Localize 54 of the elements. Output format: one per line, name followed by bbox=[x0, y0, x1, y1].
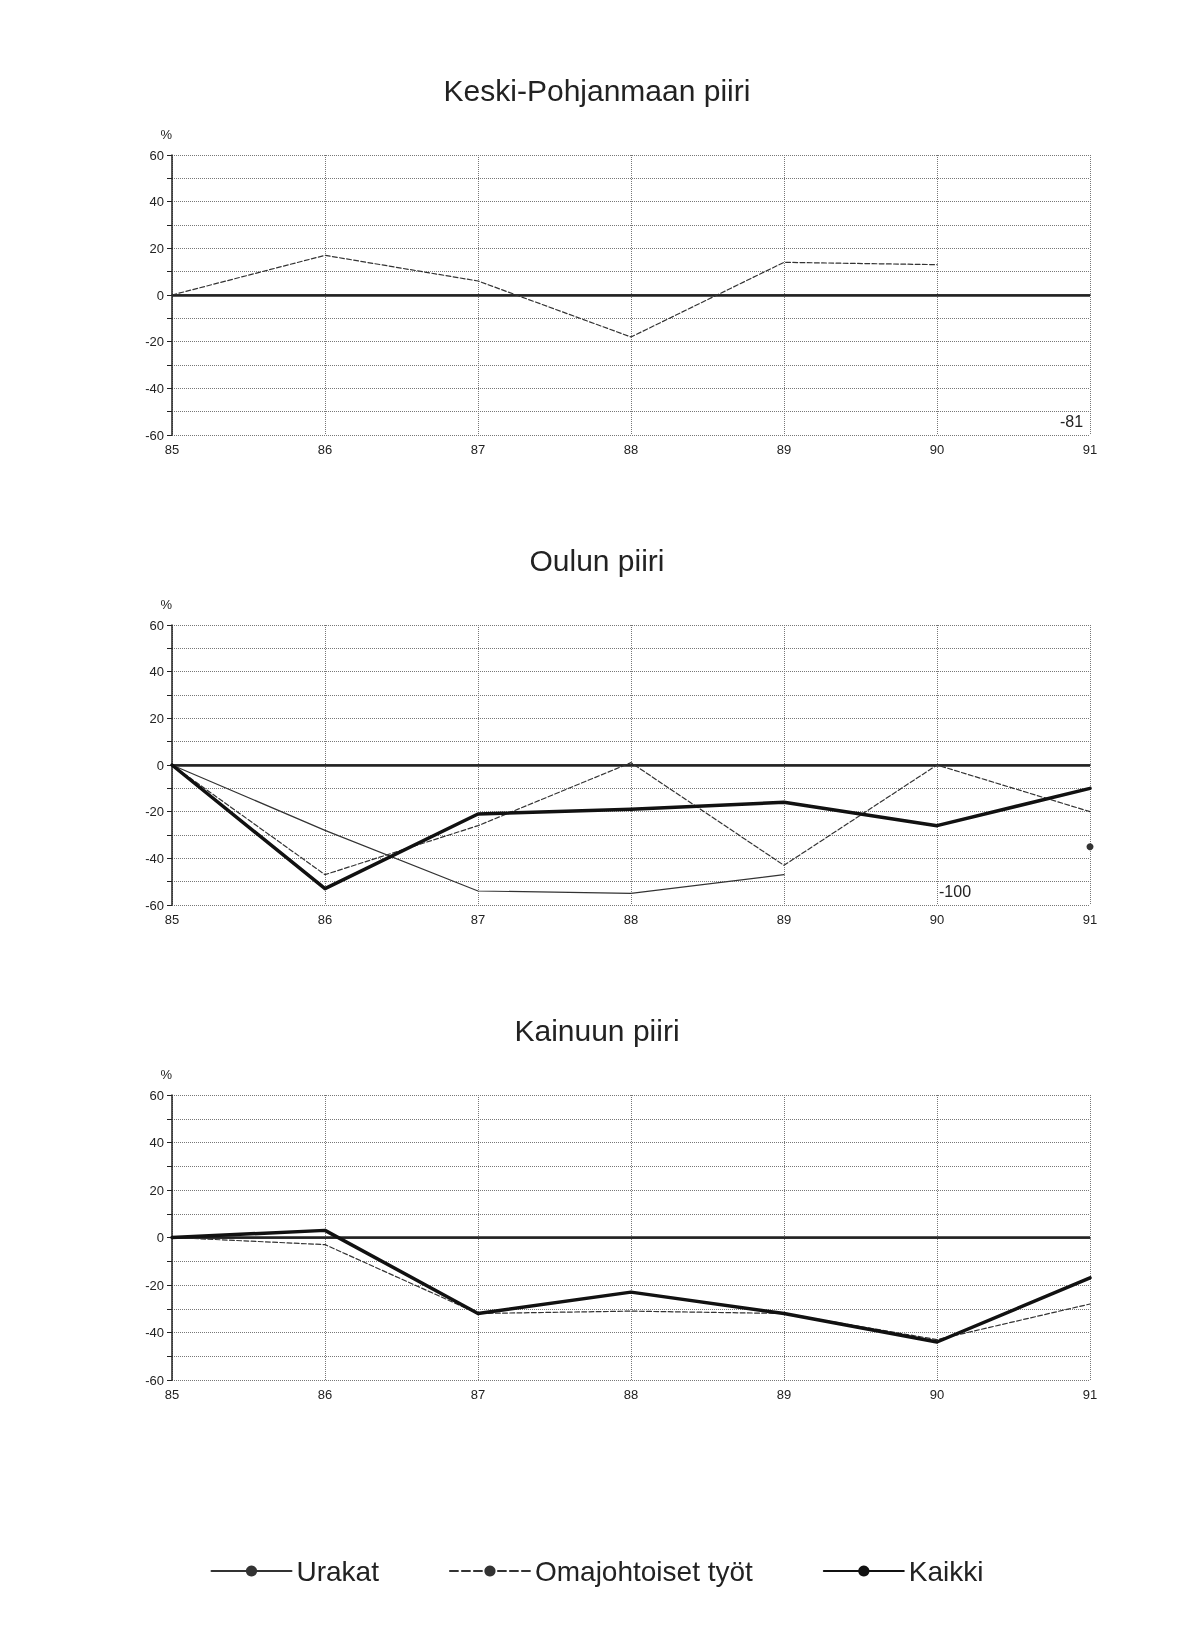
y-tick-label: 0 bbox=[156, 1230, 164, 1245]
x-tick-label: 87 bbox=[470, 442, 486, 457]
x-tick-label: 89 bbox=[776, 442, 792, 457]
y-axis-title: % bbox=[160, 127, 173, 142]
y-tick-label: 60 bbox=[149, 1087, 164, 1103]
x-tick-label: 86 bbox=[317, 442, 333, 457]
x-tick-label: 90 bbox=[929, 912, 945, 927]
y-tick-label: 60 bbox=[149, 617, 164, 633]
y-tick-label: 20 bbox=[149, 710, 164, 726]
y-tick-label: -20 bbox=[145, 1277, 164, 1293]
x-tick-label: 85 bbox=[164, 442, 180, 457]
x-tick-label: 85 bbox=[164, 1387, 180, 1402]
y-tick-label: -40 bbox=[145, 850, 164, 866]
chart-title: Kainuun piiri bbox=[514, 1013, 680, 1047]
x-tick-label: 91 bbox=[1082, 912, 1098, 927]
y-tick-label: -60 bbox=[145, 1372, 164, 1388]
x-tick-label: 90 bbox=[929, 442, 945, 457]
y-tick-label: -20 bbox=[145, 334, 164, 350]
y-axis-title: % bbox=[160, 1067, 173, 1082]
legend-label: Kaikki bbox=[908, 1555, 984, 1587]
annotation: -100 bbox=[939, 882, 972, 900]
y-tick-label: -60 bbox=[145, 897, 164, 913]
legend-label: Omajohtoiset työt bbox=[534, 1555, 754, 1587]
y-tick-label: 40 bbox=[149, 664, 164, 680]
y-tick-label: 40 bbox=[149, 1135, 164, 1150]
x-tick-label: 91 bbox=[1082, 442, 1098, 457]
x-tick-label: 86 bbox=[317, 912, 333, 927]
x-tick-label: 88 bbox=[623, 442, 639, 457]
x-tick-label: 91 bbox=[1082, 1387, 1098, 1402]
x-tick-label: 88 bbox=[623, 912, 639, 927]
x-tick-label: 90 bbox=[929, 1387, 945, 1402]
y-axis-title: % bbox=[160, 597, 173, 612]
y-tick-label: -20 bbox=[145, 804, 164, 820]
y-tick-label: -60 bbox=[145, 427, 164, 443]
x-tick-label: 87 bbox=[470, 912, 486, 927]
chart-title: Keski-Pohjanmaan piiri bbox=[443, 73, 751, 107]
annotation: -81 bbox=[1060, 412, 1084, 430]
x-tick-label: 87 bbox=[470, 1387, 486, 1402]
x-tick-label: 85 bbox=[164, 912, 180, 927]
y-tick-label: 0 bbox=[156, 287, 164, 303]
x-tick-label: 86 bbox=[317, 1387, 333, 1402]
y-tick-label: 20 bbox=[149, 1182, 164, 1198]
y-tick-label: 20 bbox=[149, 240, 164, 256]
chart-title: Oulun piiri bbox=[529, 543, 665, 577]
y-tick-label: 60 bbox=[149, 147, 164, 163]
line-series bbox=[171, 254, 938, 338]
y-tick-label: -40 bbox=[145, 380, 164, 396]
y-tick-label: -40 bbox=[145, 1325, 164, 1340]
y-tick-label: 40 bbox=[149, 194, 164, 210]
x-tick-label: 89 bbox=[776, 912, 792, 927]
y-tick-label: 0 bbox=[156, 757, 164, 773]
legend-label: Urakat bbox=[296, 1555, 380, 1587]
x-tick-label: 89 bbox=[776, 1387, 792, 1402]
x-tick-label: 88 bbox=[623, 1387, 639, 1402]
